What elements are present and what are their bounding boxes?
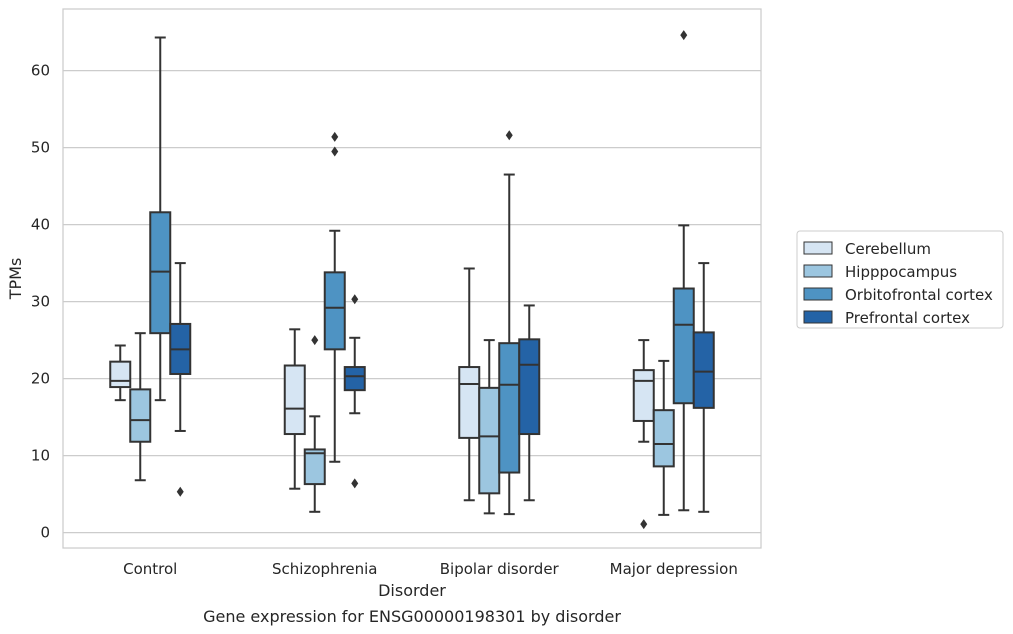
- iqr-box: [458, 366, 481, 439]
- plot-frame: [62, 8, 762, 549]
- legend-frame: [796, 230, 1004, 329]
- box-3-1: [458, 267, 481, 502]
- box-4-3: [672, 30, 695, 512]
- box-2-3: [323, 131, 346, 463]
- y-tick-label-20: 20: [31, 370, 50, 388]
- outlier-1: [331, 146, 339, 157]
- y-tick-labels: 0 10 20 30 40 50 60: [31, 62, 50, 542]
- legend-swatch: [803, 241, 833, 255]
- outlier-1: [640, 519, 648, 530]
- iqr-box: [498, 342, 521, 474]
- legend-item-1: Cerebellum: [803, 240, 931, 258]
- box-1-2: [129, 332, 152, 482]
- iqr-box: [129, 388, 152, 443]
- iqr-box: [632, 369, 655, 422]
- legend-item-4: Prefrontal cortex: [803, 309, 970, 327]
- iqr-box: [518, 338, 541, 436]
- y-tick-label-40: 40: [31, 216, 50, 234]
- y-tick-label-10: 10: [31, 447, 50, 465]
- legend-swatch: [803, 287, 833, 301]
- outlier-1: [505, 130, 513, 141]
- legend-item-2: Hipppocampus: [803, 263, 957, 281]
- x-tick-label-2: Schizophrenia: [272, 560, 377, 578]
- iqr-box: [478, 386, 501, 495]
- iqr-box: [323, 271, 346, 351]
- outlier-2: [331, 131, 339, 142]
- box-2-2: [303, 335, 326, 513]
- box-4-4: [692, 262, 715, 513]
- iqr-box: [109, 360, 132, 389]
- outlier-2: [351, 294, 359, 305]
- iqr-box: [692, 331, 715, 409]
- legend-label: Cerebellum: [845, 240, 931, 258]
- iqr-box: [652, 409, 675, 468]
- box-3-2: [478, 339, 501, 515]
- legend-label: Hipppocampus: [845, 263, 957, 281]
- legend-swatch: [803, 310, 833, 324]
- outlier-1: [680, 30, 688, 41]
- x-tick-label-1: Control: [123, 560, 177, 578]
- legend-swatch: [803, 264, 833, 278]
- box-2-1: [283, 328, 306, 490]
- outlier-1: [351, 478, 359, 489]
- iqr-box: [672, 287, 695, 405]
- outlier-1: [311, 335, 319, 346]
- box-3-4: [518, 304, 541, 502]
- x-axis-label: Disorder: [378, 581, 446, 600]
- x-tick-label-3: Bipolar disorder: [440, 560, 560, 578]
- box-1-4: [169, 262, 192, 497]
- y-axis-label: TPMs: [6, 258, 25, 301]
- x-tick-labels: Control Schizophrenia Bipolar disorder Majo…: [123, 560, 738, 578]
- iqr-box: [343, 366, 366, 392]
- chart-caption: Gene expression for ENSG00000198301 by d…: [203, 607, 621, 626]
- iqr-box: [303, 448, 326, 486]
- y-tick-label-30: 30: [31, 293, 50, 311]
- y-tick-label-0: 0: [40, 524, 50, 542]
- iqr-box: [149, 211, 172, 335]
- y-tick-label-50: 50: [31, 139, 50, 157]
- x-tick-label-4: Major depression: [610, 560, 738, 578]
- legend-item-3: Orbitofrontal cortex: [803, 286, 993, 304]
- legend-label: Prefrontal cortex: [845, 309, 970, 327]
- y-tick-label-60: 60: [31, 62, 50, 80]
- legend: Cerebellum Hipppocampus Orbitofrontal cort…: [796, 230, 1004, 329]
- iqr-box: [283, 364, 306, 436]
- box-4-2: [652, 359, 675, 516]
- outlier-1: [176, 486, 184, 497]
- box-3-3: [498, 130, 521, 516]
- legend-label: Orbitofrontal cortex: [845, 286, 993, 304]
- box-1-1: [109, 344, 132, 402]
- box-4-1: [632, 339, 655, 530]
- box-1-3: [149, 36, 172, 402]
- box-2-4: [343, 294, 366, 489]
- boxes: [109, 30, 715, 530]
